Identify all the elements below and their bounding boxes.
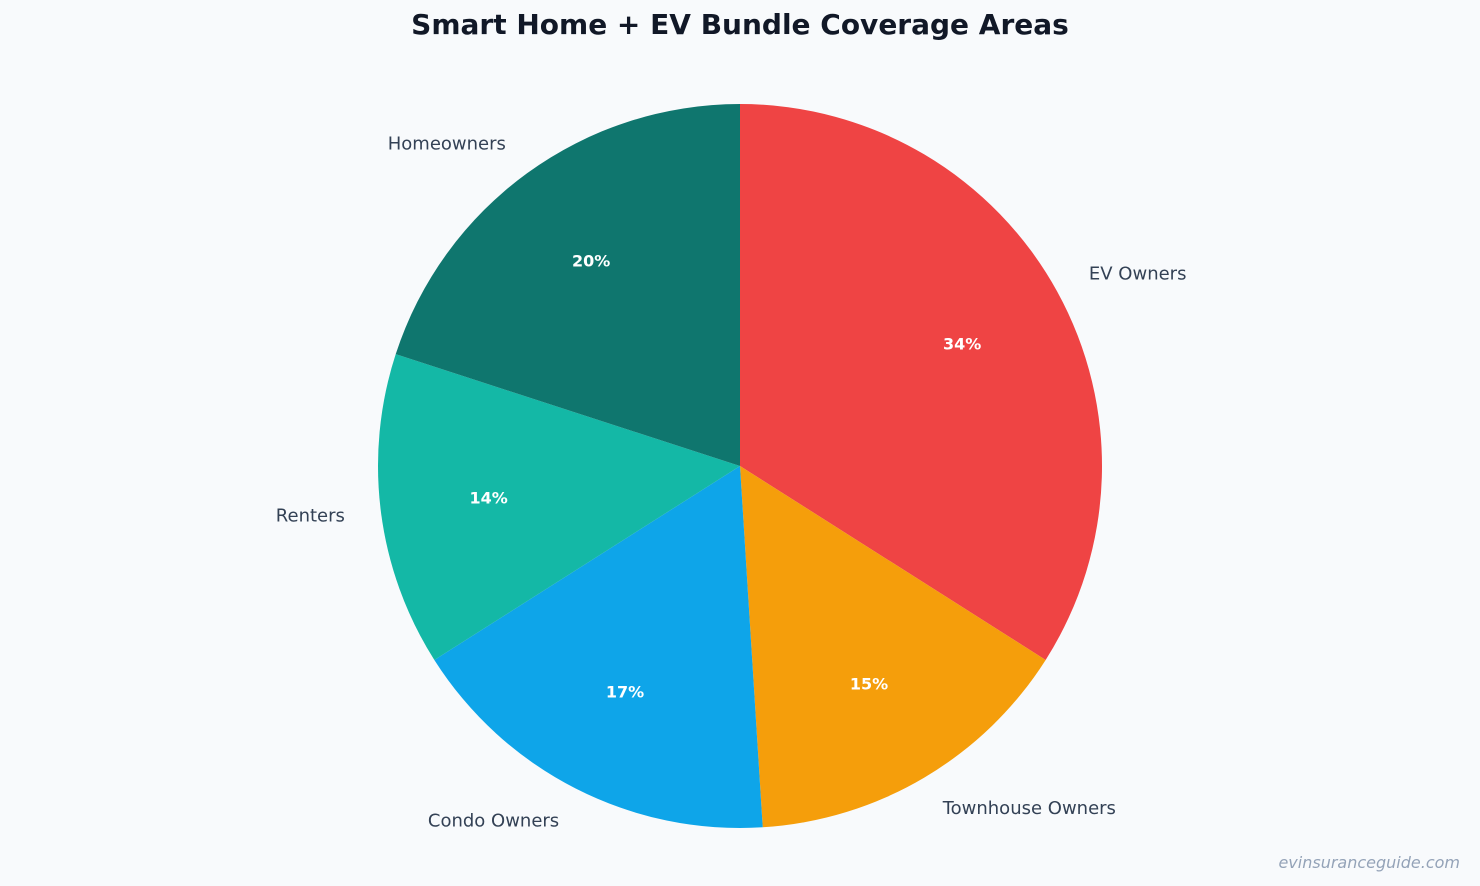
- slice-category-label: Renters: [276, 505, 345, 526]
- slice-category-label: Condo Owners: [428, 810, 559, 831]
- pie-slice: [740, 466, 1046, 828]
- chart-title: Smart Home + EV Bundle Coverage Areas: [411, 8, 1069, 41]
- slice-percent-label: 15%: [850, 675, 888, 694]
- slice-category-label: EV Owners: [1089, 264, 1187, 285]
- slice-percent-label: 34%: [943, 334, 981, 353]
- watermark: evinsuranceguide.com: [1278, 853, 1460, 872]
- pie-slice: [740, 104, 1103, 660]
- slice-category-label: Homeowners: [388, 133, 506, 154]
- slice-category-label: Townhouse Owners: [942, 798, 1116, 819]
- pie-slice: [378, 354, 740, 660]
- slice-percent-label: 17%: [606, 682, 644, 701]
- pie-slice: [395, 104, 740, 466]
- pie-slice: [434, 466, 763, 829]
- slice-percent-label: 14%: [469, 488, 507, 507]
- slice-percent-label: 20%: [572, 252, 610, 271]
